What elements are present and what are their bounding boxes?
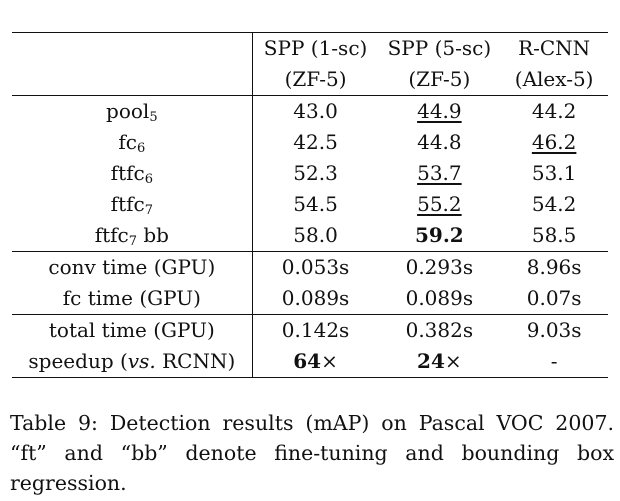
header-spp-1sc: SPP (1-sc) — [252, 32, 379, 64]
table-row: total time (GPU) 0.142s 0.382s 9.03s — [12, 314, 608, 346]
detection-results-table: SPP (1-sc) SPP (5-sc) R-CNN (ZF-5) (ZF-5… — [12, 32, 608, 378]
header-empty-cell — [12, 64, 253, 96]
cell-value: 54.5 — [293, 192, 338, 216]
cell-value: 54.2 — [531, 192, 577, 216]
cell-value: 58.5 — [500, 220, 608, 252]
table-row: conv time (GPU) 0.053s 0.293s 8.96s — [12, 251, 608, 283]
row-label: ftfc7 — [12, 189, 253, 220]
cell-value: 0.142s — [281, 318, 350, 342]
table-row: pool5 43.0 44.9 44.2 — [12, 95, 608, 127]
row-label: pool5 — [12, 95, 253, 127]
header-model-alex5: (Alex-5) — [500, 64, 608, 96]
row-label: speedup (vs. RCNN) — [12, 346, 253, 378]
header-spp-5sc: SPP (5-sc) — [378, 32, 501, 64]
cell-value: 44.8 — [417, 130, 462, 154]
row-label: conv time (GPU) — [12, 251, 253, 283]
table-row: fc6 42.5 44.8 46.2 — [12, 127, 608, 158]
header-empty-cell — [12, 32, 253, 64]
cell-value: 0.089s — [378, 283, 501, 315]
cell-value: 44.9 — [417, 99, 462, 123]
table-row: speedup (vs. RCNN) 64× 24× - — [12, 346, 608, 378]
cell-value: 24× — [378, 346, 501, 378]
cell-value: 55.2 — [417, 192, 462, 216]
cell-value: 0.382s — [405, 318, 474, 342]
cell-value: 8.96s — [526, 255, 582, 279]
table-row: ftfc6 52.3 53.7 53.1 — [12, 158, 608, 189]
header-model-zf5-a: (ZF-5) — [252, 64, 379, 96]
header-model-zf5-b: (ZF-5) — [378, 64, 501, 96]
header-row-methods: SPP (1-sc) SPP (5-sc) R-CNN — [12, 32, 608, 64]
cell-value: 0.053s — [281, 255, 350, 279]
results-table-container: SPP (1-sc) SPP (5-sc) R-CNN (ZF-5) (ZF-5… — [12, 32, 608, 378]
table-row: fc time (GPU) 0.089s 0.089s 0.07s — [12, 283, 608, 315]
table-row: ftfc7 bb 58.0 59.2 58.5 — [12, 220, 608, 252]
cell-value: - — [500, 346, 608, 378]
cell-value: 43.0 — [293, 99, 338, 123]
cell-value: 53.7 — [417, 161, 462, 185]
cell-value: 44.2 — [531, 99, 577, 123]
cell-value: 64× — [252, 346, 379, 378]
table-caption: Table 9: Detection results (mAP) on Pasc… — [10, 411, 614, 495]
row-label: ftfc6 — [12, 158, 253, 189]
row-label: fc time (GPU) — [12, 283, 253, 315]
cell-value: 52.3 — [293, 161, 338, 185]
row-label: total time (GPU) — [12, 314, 253, 346]
cell-value: 53.1 — [531, 161, 577, 185]
cell-value: 0.089s — [252, 283, 379, 315]
cell-value: 0.293s — [405, 255, 474, 279]
cell-value: 9.03s — [526, 318, 582, 342]
cell-value: 58.0 — [252, 220, 379, 252]
cell-value: 59.2 — [378, 220, 501, 252]
table-row: ftfc7 54.5 55.2 54.2 — [12, 189, 608, 220]
row-label: ftfc7 bb — [12, 220, 253, 252]
cell-value: 46.2 — [531, 130, 577, 154]
header-row-models: (ZF-5) (ZF-5) (Alex-5) — [12, 64, 608, 96]
row-label: fc6 — [12, 127, 253, 158]
header-rcnn: R-CNN — [500, 32, 608, 64]
cell-value: 42.5 — [293, 130, 338, 154]
cell-value: 0.07s — [500, 283, 608, 315]
